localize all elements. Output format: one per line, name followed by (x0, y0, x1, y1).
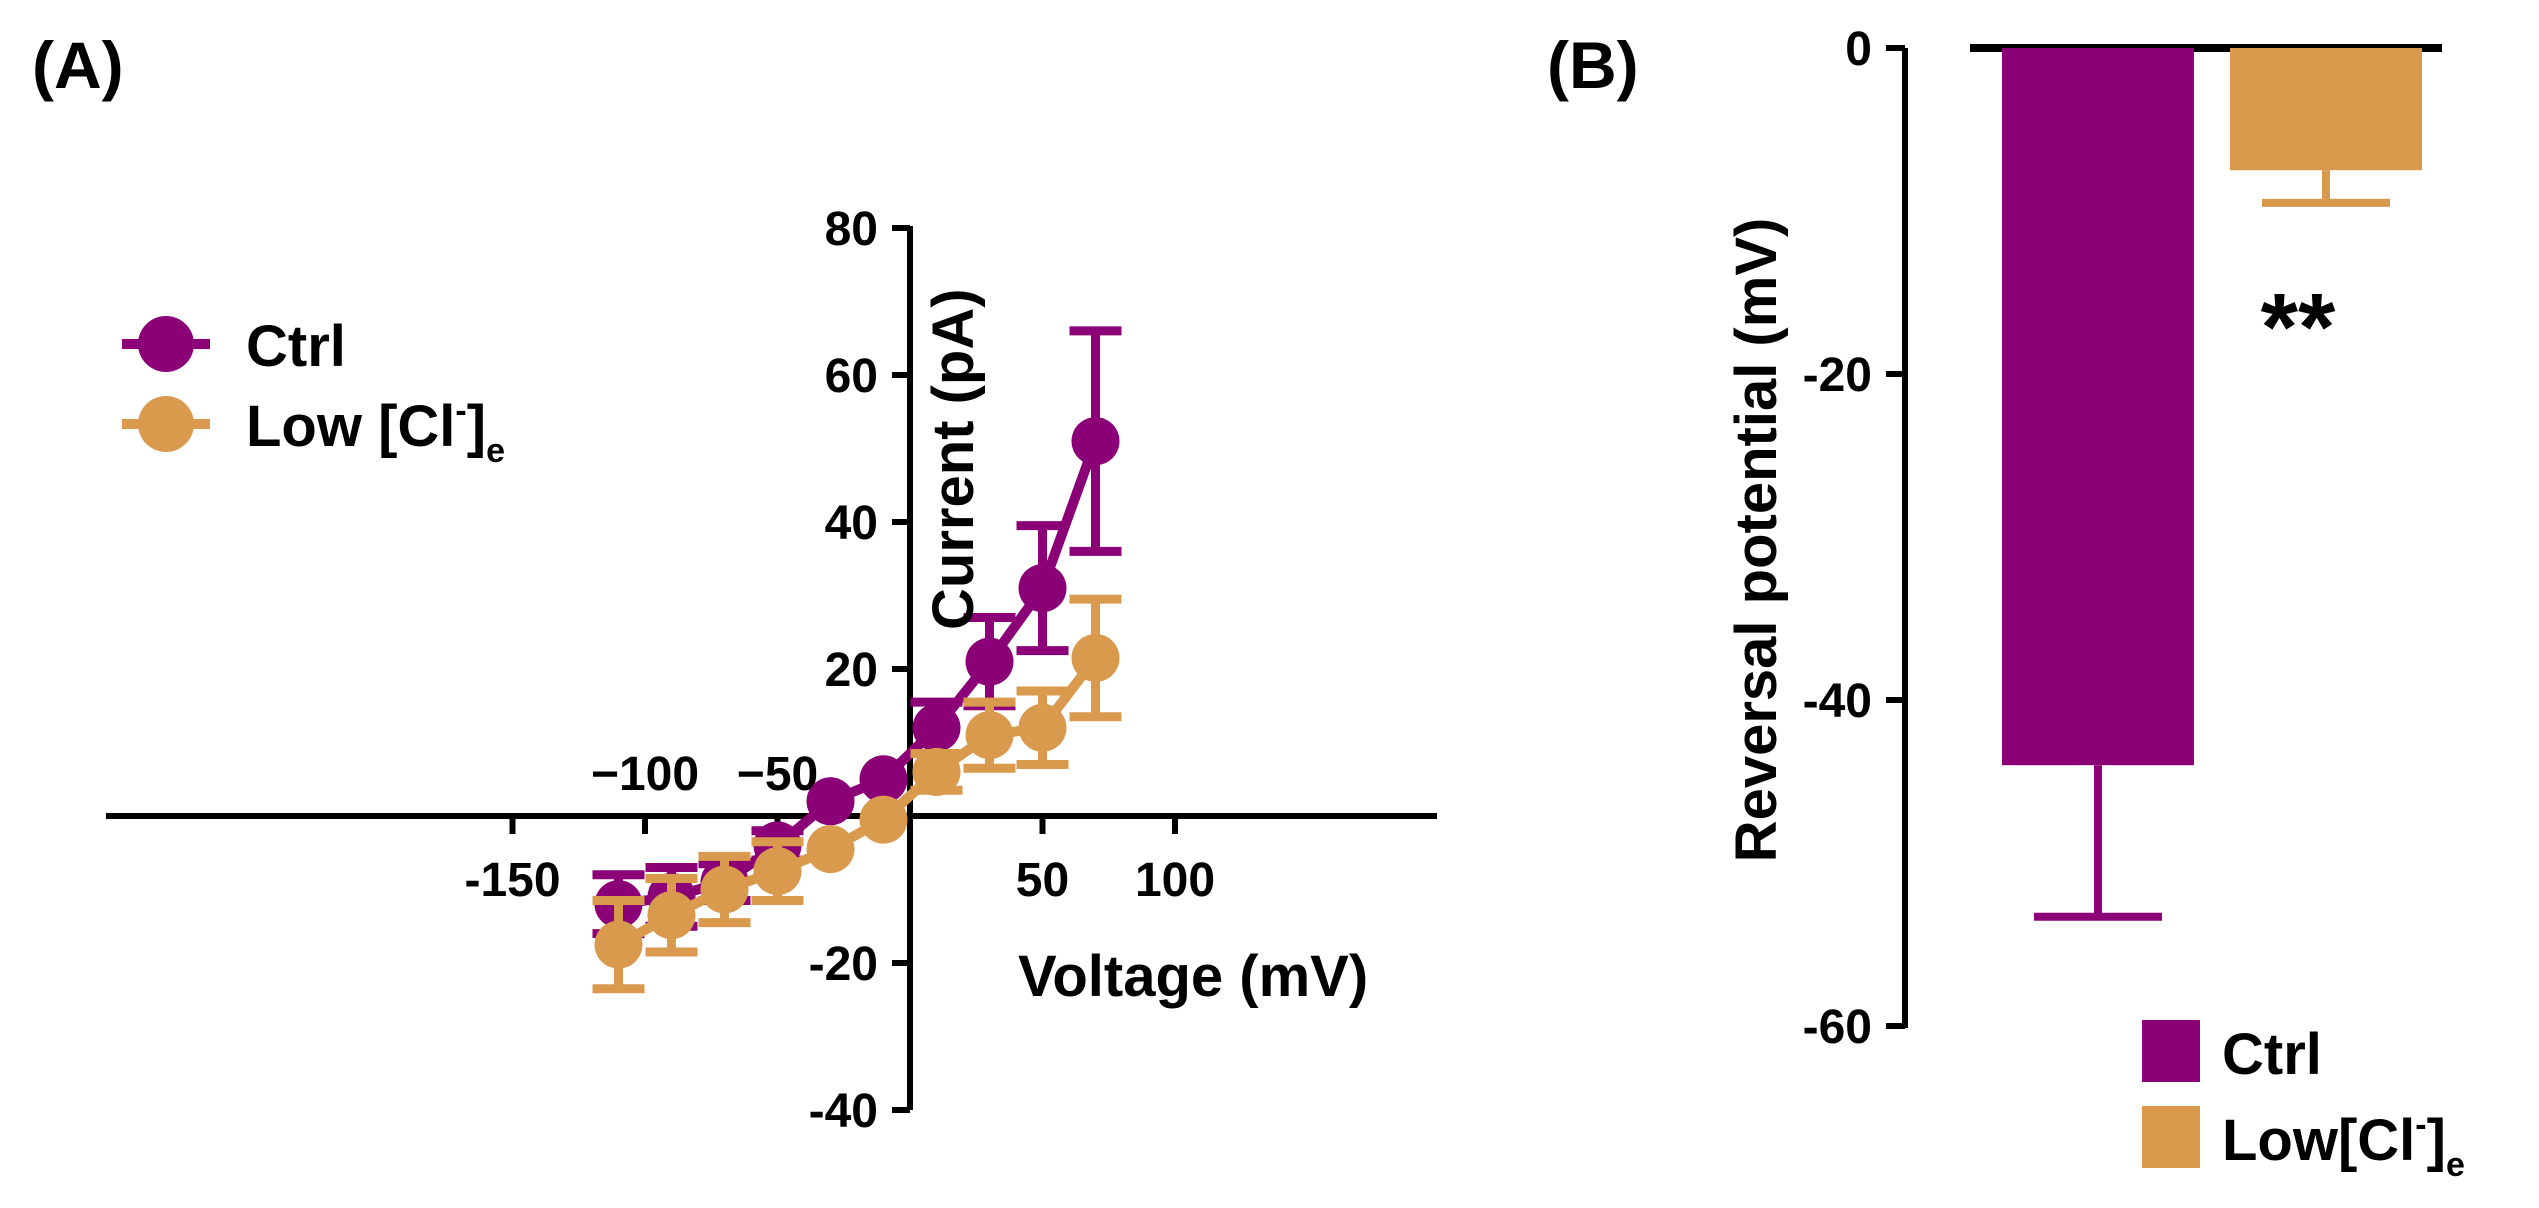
series-low (592, 594, 1122, 994)
series-ctrl (592, 326, 1122, 939)
data-point (1018, 564, 1067, 613)
series-line (617, 439, 1101, 910)
significance-stars: ** (2261, 274, 2336, 381)
data-point (859, 755, 908, 804)
x-tick-label: −100 (591, 748, 699, 801)
x-tick-label: 50 (1016, 854, 1069, 907)
data-point (912, 703, 961, 752)
x-tick-label: -150 (464, 854, 560, 907)
y-tick-label: -60 (1803, 1001, 1872, 1054)
y-tick-label: 40 (825, 497, 878, 550)
x-axis-title: Voltage (mV) (1018, 944, 1368, 1009)
legend-ctrl-label: Ctrl (246, 314, 346, 379)
axis-ticks: -150 −100 −50 50 100 80 60 40 20 -20 -40 (464, 203, 1215, 1138)
legend: Ctrl Low[Cl-]e (2142, 1020, 2465, 1184)
data-point (594, 920, 643, 969)
legend-low-label: Low[Cl-]e (2222, 1106, 2465, 1184)
legend-low-swatch (2142, 1106, 2200, 1168)
y-tick-label: -20 (809, 938, 878, 991)
legend-ctrl-marker (138, 316, 194, 372)
legend-ctrl-label: Ctrl (2222, 1022, 2322, 1087)
data-point (700, 865, 749, 914)
bar (2230, 48, 2422, 171)
legend-ctrl-swatch (2142, 1020, 2200, 1082)
y-tick-label: 0 (1845, 23, 1872, 76)
y-tick-label: -20 (1803, 349, 1872, 402)
legend: Ctrl Low [Cl-]e (122, 314, 505, 470)
x-tick-label: 100 (1135, 854, 1215, 907)
data-point (1071, 417, 1120, 466)
y-axis-title: Reversal potential (mV) (1724, 218, 1789, 863)
data-point (753, 847, 802, 896)
series-group (592, 326, 1122, 994)
iv-curve-chart: -150 −100 −50 50 100 80 60 40 20 -20 -40 Current (… (106, 203, 1437, 1138)
series-line (616, 654, 1100, 949)
data-point (965, 637, 1014, 686)
y-tick-label: 20 (825, 644, 878, 697)
bar-low (2230, 48, 2422, 207)
data-point (1071, 633, 1120, 682)
data-point (647, 891, 696, 940)
panel-b-label: (B) (1547, 28, 1639, 102)
reversal-potential-chart: 0 -20 -40 -60 Reversal potential (mV) ** Ct… (1724, 23, 2465, 1184)
bars-group (2002, 48, 2422, 921)
bar (2002, 48, 2194, 766)
data-point (806, 777, 855, 826)
legend-low-label: Low [Cl-]e (246, 392, 505, 470)
data-point (912, 747, 961, 796)
x-tick-label: −50 (737, 748, 818, 801)
data-point (1018, 703, 1067, 752)
y-tick-label: -40 (809, 1085, 878, 1138)
y-tick-label: 80 (825, 203, 878, 256)
bar-ctrl (2002, 48, 2194, 921)
panel-a-label: (A) (32, 28, 124, 102)
legend-low-marker (138, 396, 194, 452)
axis-ticks: 0 -20 -40 -60 (1803, 23, 1905, 1054)
y-tick-label: 60 (825, 350, 878, 403)
y-tick-label: -40 (1803, 675, 1872, 728)
data-point (806, 825, 855, 874)
y-axis-title: Current (pA) (921, 288, 986, 630)
data-point (859, 795, 908, 844)
data-point (965, 711, 1014, 760)
